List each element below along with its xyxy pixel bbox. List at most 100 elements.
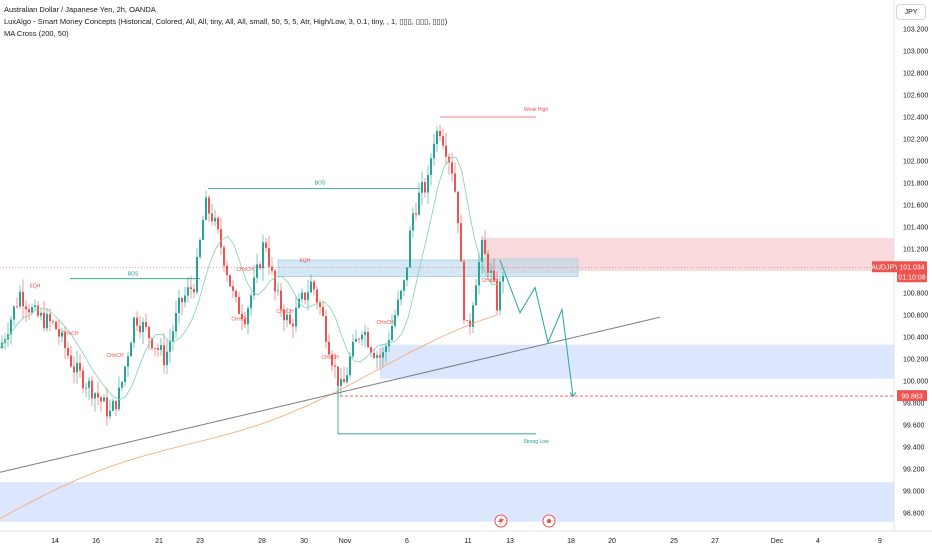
candle-body — [358, 338, 360, 340]
price-tick-label: 101.800 — [903, 181, 928, 188]
price-tick-label: 99.000 — [903, 489, 925, 496]
news-lightning-icon[interactable] — [494, 514, 508, 528]
choch-label: CHoCH — [231, 317, 249, 323]
candle-body — [187, 287, 189, 296]
candle-body — [133, 317, 135, 343]
projection-path[interactable] — [499, 259, 574, 397]
time-tick-label: Nov — [339, 538, 352, 545]
candle-body — [427, 174, 429, 193]
candle-body — [328, 341, 330, 355]
candle-body — [442, 136, 444, 146]
candle-body — [286, 314, 288, 321]
price-tick-label: 102.800 — [903, 71, 928, 78]
candle-body — [241, 313, 243, 320]
eqh-label: EQH — [30, 284, 41, 290]
candle-body — [79, 362, 81, 371]
candle-body — [37, 305, 39, 316]
candle-body — [481, 240, 483, 262]
countdown-badge: 01:10:08 — [898, 274, 925, 281]
candle-body — [22, 291, 24, 307]
price-tick-label: 102.200 — [903, 137, 928, 144]
candle-body — [367, 331, 369, 348]
symbol-badge: AUDJPY — [871, 264, 899, 271]
candle-body — [436, 130, 438, 144]
candle-body — [25, 306, 27, 310]
candle-body — [451, 162, 453, 174]
candle-body — [223, 247, 225, 266]
candle-body — [445, 145, 447, 157]
candle-body — [337, 366, 339, 387]
currency-button[interactable]: JPY — [896, 4, 926, 20]
choch-label: CHoCH — [481, 278, 499, 284]
bos-label-left: BOS — [128, 272, 139, 278]
candle-body — [400, 290, 402, 300]
candle-body — [214, 217, 216, 222]
price-tick-label: 100.800 — [903, 291, 928, 298]
candle-body — [193, 288, 195, 293]
candle-body — [190, 287, 192, 289]
price-tick-label: 101.200 — [903, 247, 928, 254]
time-tick-label: 28 — [258, 538, 266, 545]
time-tick-label: 18 — [567, 538, 575, 545]
candle-body — [145, 322, 147, 327]
candle-body — [211, 213, 213, 222]
candle-body — [349, 356, 351, 376]
eqh-label: EQH — [300, 258, 311, 264]
price-tick-label: 103.200 — [903, 27, 928, 34]
candle-body — [166, 351, 168, 366]
candle-body — [52, 321, 54, 323]
candle-body — [490, 270, 492, 273]
price-tick-label: 99.200 — [903, 467, 925, 474]
choch-label: CHoCH — [276, 309, 294, 315]
candle-body — [340, 379, 342, 387]
candle-body — [478, 261, 480, 286]
indicator-smc[interactable]: LuxAlgo - Smart Money Concepts (Historic… — [4, 17, 448, 26]
candle-body — [127, 356, 129, 367]
candle-body — [352, 341, 354, 357]
candle-body — [280, 290, 282, 310]
price-tick-label: 100.000 — [903, 379, 928, 386]
candle-body — [199, 239, 201, 257]
candle-body — [229, 275, 231, 287]
candle-body — [385, 346, 387, 353]
time-tick-label: 16 — [92, 538, 100, 545]
candle-body — [76, 362, 78, 373]
candle-body — [346, 375, 348, 383]
target-price-badge: 99.863 — [901, 394, 923, 401]
chart-legend: Australian Dollar / Japanese Yen, 2h, OA… — [4, 4, 447, 40]
choch-label: CHoCH — [236, 267, 254, 273]
candle-body — [121, 381, 123, 388]
candle-body — [397, 299, 399, 316]
time-tick-label: Dec — [771, 538, 784, 545]
candle-body — [454, 173, 456, 192]
candle-body — [361, 334, 363, 340]
candle-body — [331, 354, 333, 366]
candle-body — [55, 321, 57, 330]
candle-body — [253, 277, 255, 296]
price-tick-label: 100.400 — [903, 335, 928, 342]
candle-body — [19, 291, 21, 307]
symbol-title[interactable]: Australian Dollar / Japanese Yen, 2h, OA… — [4, 5, 156, 14]
choch-label: CHoCH — [106, 353, 124, 359]
candle-body — [232, 286, 234, 291]
price-tick-label: 101.400 — [903, 225, 928, 232]
candle-body — [226, 265, 228, 276]
candle-body — [295, 307, 297, 327]
last-price-badge: 101.034 — [899, 264, 924, 271]
candle-body — [151, 338, 153, 349]
ma-slow-line — [0, 314, 499, 519]
candle-body — [82, 370, 84, 389]
event-record-icon[interactable] — [542, 514, 556, 528]
symbol-badge-bg — [872, 261, 898, 273]
indicator-ma-cross[interactable]: MA Cross (200, 50) — [4, 29, 69, 38]
candle-body — [91, 380, 93, 399]
candle-body — [217, 217, 219, 230]
candle-body — [277, 290, 279, 292]
price-tick-label: 102.000 — [903, 159, 928, 166]
candle-body — [109, 410, 111, 417]
candle-body — [379, 355, 381, 358]
trendline[interactable] — [0, 316, 661, 473]
candle-body — [31, 307, 33, 313]
